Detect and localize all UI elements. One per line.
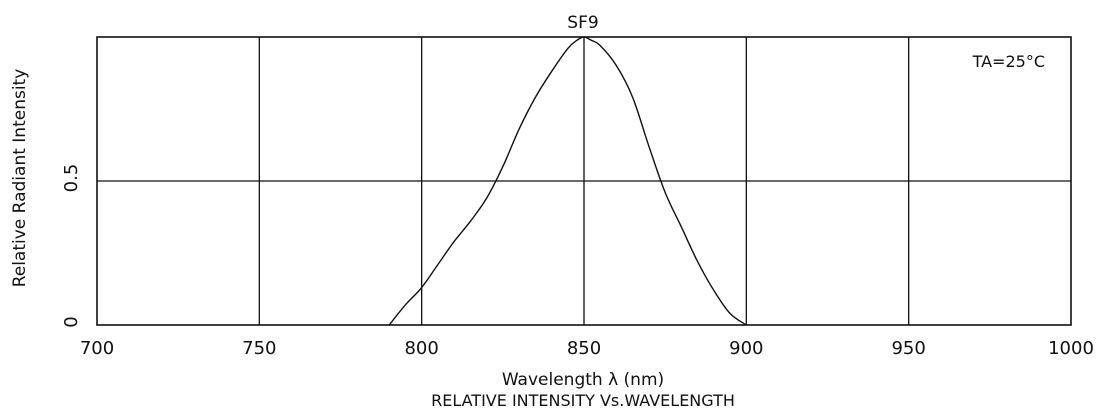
grid-lines [97,37,1071,325]
intensity-curve-line [388,36,747,326]
y-tick-label: 0 [61,316,82,327]
chart-subtitle: RELATIVE INTENSITY Vs.WAVELENGTH [431,391,735,410]
x-tick-label: 1000 [1048,338,1094,359]
x-axis-label: Wavelength λ (nm) [502,370,664,390]
x-tick-labels: 700 750 800 850 900 950 1000 [80,338,1094,359]
y-axis-label: Relative Radiant Intensity [10,69,30,288]
x-tick-label: 850 [567,338,601,359]
chart-title: SF9 [567,13,598,33]
y-tick-label: 0.5 [61,164,82,193]
x-tick-label: 750 [242,338,276,359]
y-tick-labels: 00.5 [61,164,82,328]
x-tick-label: 900 [729,338,763,359]
x-tick-label: 950 [891,338,925,359]
temperature-annotation: TA=25°C [972,52,1045,71]
x-tick-label: 800 [404,338,438,359]
x-tick-label: 700 [80,338,114,359]
